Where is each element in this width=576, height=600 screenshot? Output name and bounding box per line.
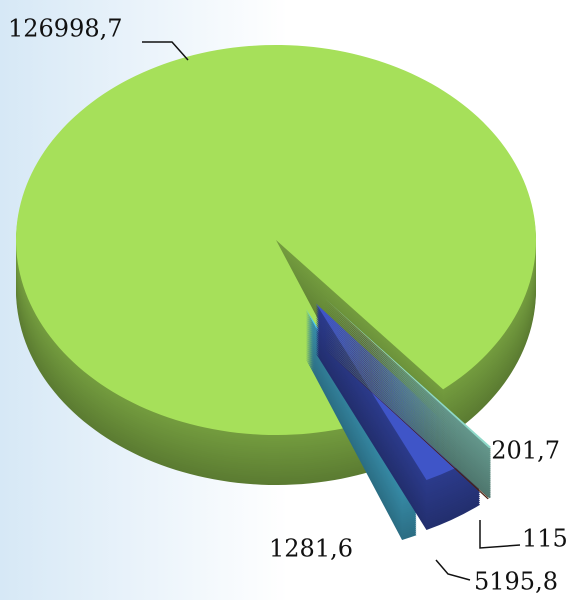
data-label: 201,7 <box>491 437 560 465</box>
slice-side <box>323 331 492 483</box>
slice-side <box>323 313 492 465</box>
slice-side <box>323 347 492 499</box>
slice-side <box>323 348 489 500</box>
leader-line <box>435 559 471 581</box>
slice-side <box>323 315 492 467</box>
leader-line <box>142 41 189 61</box>
data-label: 1281,6 <box>269 535 353 563</box>
data-label: 5195,8 <box>474 568 558 596</box>
slice-side <box>323 345 492 497</box>
slice <box>323 297 492 449</box>
slice-side <box>323 309 492 461</box>
slice-side <box>323 327 492 479</box>
slice-side <box>323 321 492 473</box>
slice-side <box>323 303 492 455</box>
slice-side <box>323 337 492 489</box>
slice-side <box>323 307 492 459</box>
slice-side <box>323 341 492 493</box>
slice-side <box>323 323 492 475</box>
slice-side <box>323 319 492 471</box>
slice-side <box>323 343 492 495</box>
slice-side <box>323 305 492 457</box>
slice-side <box>323 329 492 481</box>
slice-side <box>323 317 492 469</box>
slice-side <box>323 325 492 477</box>
slice-side <box>323 299 492 451</box>
slice-side <box>323 301 492 453</box>
data-label: 126998,7 <box>8 15 123 43</box>
slice-side <box>323 335 492 487</box>
slice <box>16 45 537 436</box>
slice-side <box>323 339 492 491</box>
slice-side <box>323 311 492 463</box>
slice-side <box>323 333 492 485</box>
leader-line <box>479 520 521 549</box>
data-label: 115 <box>522 525 568 553</box>
